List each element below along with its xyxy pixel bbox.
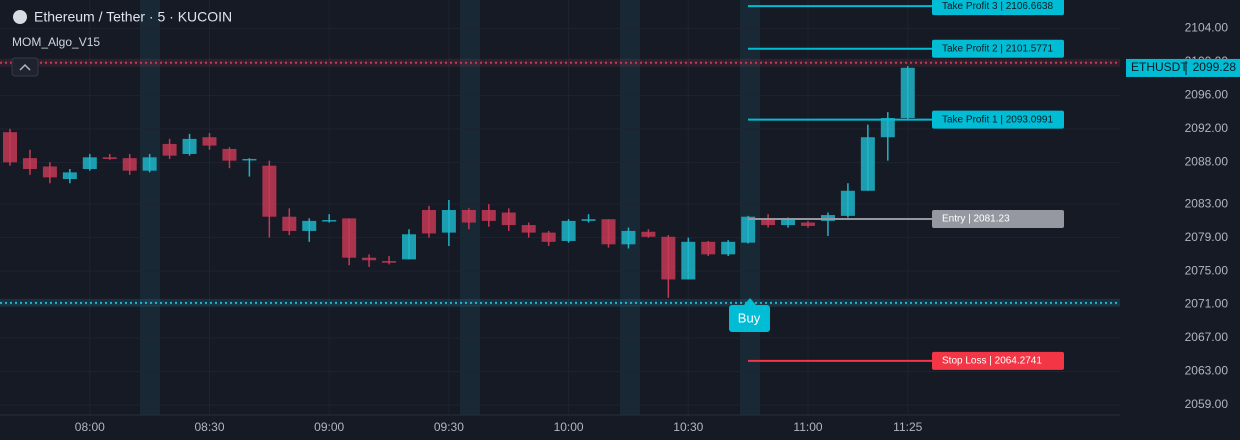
- candle-body: [42, 166, 57, 178]
- level-label: Take Profit 3 | 2106.6638: [942, 1, 1053, 12]
- horizontal-lines: [0, 58, 1120, 307]
- candle-body: [282, 216, 297, 231]
- level-label: Stop Loss | 2064.2741: [942, 355, 1042, 366]
- level-label: Entry | 2081.23: [942, 214, 1010, 225]
- candle-body: [382, 261, 397, 263]
- y-tick-label: 2075.00: [1185, 263, 1229, 277]
- candle-body: [3, 132, 17, 163]
- y-tick-label: 2067.00: [1185, 330, 1229, 344]
- levels: Take Profit 3 | 2106.6638 Take Profit 2 |…: [748, 0, 1064, 370]
- y-tick-label: 2092.00: [1185, 121, 1229, 135]
- candle-body: [581, 219, 596, 221]
- x-tick-label: 11:00: [793, 420, 822, 434]
- level-box: [932, 209, 1064, 228]
- y-tick-label: 2083.00: [1185, 196, 1229, 210]
- level-label: Take Profit 2 | 2101.5771: [942, 43, 1053, 54]
- y-tick-label: 2088.00: [1185, 154, 1229, 168]
- y-tick-label: 2071.00: [1185, 297, 1229, 311]
- level-box: [932, 39, 1064, 58]
- x-tick-label: 09:00: [314, 420, 344, 434]
- level-box: [932, 110, 1064, 129]
- x-tick-label: 10:30: [673, 420, 703, 434]
- candle-body: [122, 158, 137, 171]
- candle-body: [840, 190, 855, 216]
- candle-body: [721, 241, 736, 255]
- price-value: 2099.28: [1193, 60, 1237, 74]
- candle-body: [162, 143, 177, 156]
- buy-box: [729, 305, 770, 332]
- candle-body: [362, 257, 377, 261]
- candle-body: [302, 220, 317, 231]
- candle-body: [182, 138, 197, 154]
- candle-body: [82, 157, 97, 170]
- indicator-name: MOM_Algo_V15: [12, 35, 100, 49]
- price-symbol: ETHUSDT: [1131, 60, 1188, 74]
- candle-body: [681, 241, 696, 280]
- y-tick-label: 2096.00: [1185, 88, 1229, 102]
- candle-body: [322, 220, 337, 222]
- candle-body: [820, 215, 835, 221]
- x-tick-label: 08:00: [75, 420, 105, 434]
- candle-body: [781, 218, 796, 226]
- shade: [140, 0, 160, 415]
- candle-body: [202, 137, 217, 146]
- candle-body: [801, 222, 815, 226]
- grid: [0, 0, 1120, 415]
- candle-body: [501, 212, 516, 226]
- x-tick-label: 11:25: [893, 420, 922, 434]
- x-tick-label: 09:30: [434, 420, 464, 434]
- candle-body: [641, 231, 656, 237]
- candle-body: [242, 158, 257, 161]
- candle-body: [421, 210, 436, 234]
- candle-body: [741, 216, 756, 243]
- y-tick-label: 2104.00: [1185, 21, 1229, 35]
- candle-body: [102, 157, 117, 159]
- candle-body: [481, 210, 496, 221]
- candle-body: [701, 241, 716, 255]
- candle-body: [860, 137, 875, 191]
- price-box: [1126, 58, 1240, 77]
- candle-body: [62, 172, 77, 180]
- candle-body: [22, 158, 37, 170]
- level-label: Take Profit 1 | 2093.0991: [942, 114, 1053, 125]
- candle-body: [262, 165, 277, 217]
- collapse-icon: [19, 63, 31, 71]
- buy-arrow: [744, 298, 756, 305]
- symbol-icon: [13, 10, 27, 24]
- candle-body: [880, 117, 895, 138]
- candle-body: [661, 236, 676, 280]
- candle-body: [142, 157, 157, 171]
- level-box: [932, 0, 1064, 16]
- candle-body: [461, 210, 476, 223]
- candle-body: [441, 210, 456, 233]
- y-tick-label: 2063.00: [1185, 364, 1229, 378]
- candle-body: [222, 148, 237, 161]
- y-tick-label: 2079.00: [1185, 230, 1229, 244]
- session-shading: [140, 0, 760, 415]
- candle-body: [601, 219, 616, 245]
- axis: 2059.00 2063.00 2067.00 2071.00 2075.00 2079.…: [75, 21, 1240, 434]
- buy-label: Buy: [738, 310, 761, 325]
- candle-body: [621, 230, 636, 245]
- level-box: [932, 351, 1064, 370]
- candle-body: [900, 67, 915, 118]
- candles: [3, 66, 915, 298]
- candle-body: [342, 218, 357, 258]
- candle-body: [561, 220, 576, 241]
- candle-body: [761, 218, 776, 226]
- candle-body: [521, 225, 536, 233]
- shade: [460, 0, 480, 415]
- collapse-button[interactable]: [11, 57, 39, 77]
- candle-body: [402, 234, 416, 260]
- candle-body: [541, 232, 556, 242]
- buy-signal: Buy: [729, 298, 770, 332]
- y-tick-label: 2059.00: [1185, 397, 1229, 411]
- x-tick-label: 10:00: [554, 420, 584, 434]
- shade: [620, 0, 640, 415]
- chart-title: Ethereum / Tether · 5 · KUCOIN: [34, 9, 232, 25]
- x-tick-label: 08:30: [194, 420, 224, 434]
